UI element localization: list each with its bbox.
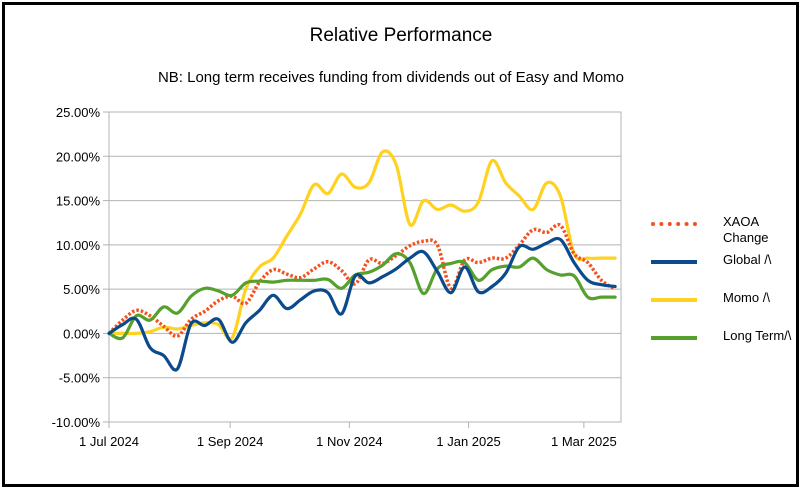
plot-border bbox=[108, 111, 622, 423]
y-tick-label: -5.00% bbox=[59, 371, 101, 386]
legend-swatch bbox=[651, 222, 697, 226]
y-tick-label: 15.00% bbox=[56, 194, 101, 209]
x-tick-label: 1 Nov 2024 bbox=[316, 434, 383, 449]
legend-swatch bbox=[651, 260, 697, 264]
y-tick-label: 20.00% bbox=[56, 149, 101, 164]
chart-subtitle: NB: Long term receives funding from divi… bbox=[158, 69, 624, 86]
legend-item-global: Global /\ bbox=[651, 252, 791, 290]
grid-lines bbox=[108, 111, 622, 423]
x-tick-label: 1 Jan 2025 bbox=[436, 434, 500, 449]
series-line-momo bbox=[107, 149, 617, 341]
legend-swatch bbox=[651, 336, 697, 340]
series-line-xaoa-change bbox=[107, 222, 617, 338]
legend-item-momo: Momo /\ bbox=[651, 290, 791, 328]
plot-area bbox=[107, 149, 617, 372]
legend-item-long-term: Long Term/\ bbox=[651, 328, 791, 366]
x-tick-label: 1 Sep 2024 bbox=[197, 434, 264, 449]
y-tick-label: 25.00% bbox=[56, 105, 101, 120]
x-tick-label: 1 Mar 2025 bbox=[551, 434, 617, 449]
x-axis: 1 Jul 2024 1 Sep 2024 1 Nov 2024 1 Jan 2025… bbox=[79, 422, 617, 449]
y-axis: 25.00% 20.00% 15.00% 10.00% 5.00% 0.00% -5.00%… bbox=[52, 105, 109, 430]
legend-label: Global /\ bbox=[723, 252, 772, 267]
chart-title: Relative Performance bbox=[310, 25, 493, 46]
y-tick-label: -10.00% bbox=[52, 415, 101, 430]
legend-label: Momo /\ bbox=[723, 290, 770, 305]
y-tick-label: 10.00% bbox=[56, 238, 101, 253]
legend-swatch bbox=[651, 298, 697, 302]
legend-label: Long Term/\ bbox=[723, 328, 792, 343]
x-tick-label: 1 Jul 2024 bbox=[79, 434, 139, 449]
legend-item-xaoa: XAOA Change bbox=[651, 214, 791, 252]
series-line-global bbox=[107, 236, 617, 372]
y-tick-label: 5.00% bbox=[63, 282, 100, 297]
legend: XAOA Change Global /\ Momo /\ Long Term/… bbox=[651, 214, 791, 366]
y-tick-label: 0.00% bbox=[63, 326, 100, 341]
legend-label: XAOA Change bbox=[723, 214, 769, 245]
series-line-long-term bbox=[107, 252, 617, 341]
